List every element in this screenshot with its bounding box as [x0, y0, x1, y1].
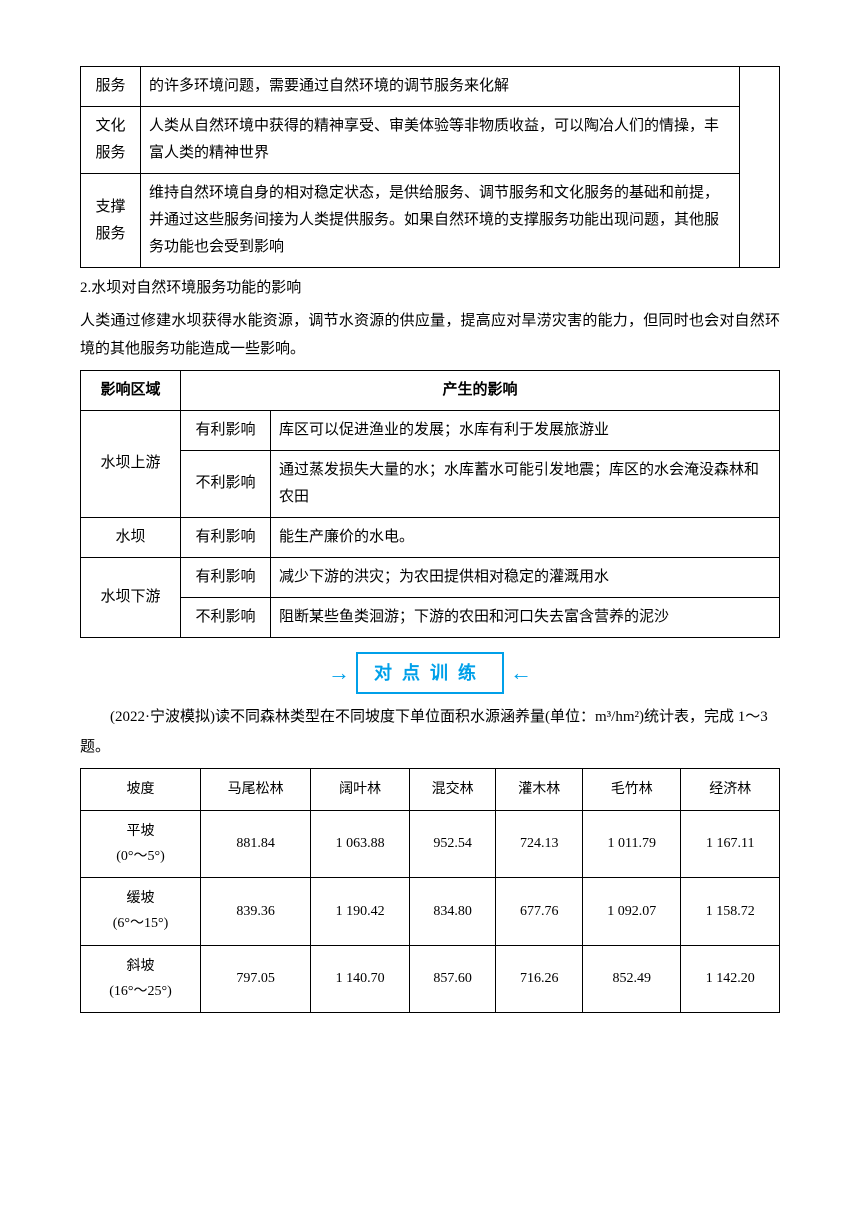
section-heading: 2.水坝对自然环境服务功能的影响	[80, 274, 780, 303]
slope-range: (16°～25°)	[109, 984, 172, 999]
row-text: 的许多环境问题，需要通过自然环境的调节服务来化解	[141, 67, 740, 107]
impact-text-cell: 减少下游的洪灾；为农田提供相对稳定的灌溉用水	[271, 557, 780, 597]
header-cell: 坡度	[81, 768, 201, 810]
region-cell: 水坝上游	[81, 410, 181, 517]
table-header-row: 坡度 马尾松林 阔叶林 混交林 灌木林 毛竹林 经济林	[81, 768, 780, 810]
slope-cell: 缓坡 (6°～15°)	[81, 878, 201, 945]
region-cell: 水坝	[81, 517, 181, 557]
table-row: 文化服务 人类从自然环境中获得的精神享受、审美体验等非物质收益，可以陶冶人们的情…	[81, 107, 780, 174]
impact-text-cell: 阻断某些鱼类洄游；下游的农田和河口失去富含营养的泥沙	[271, 597, 780, 637]
data-cell: 1 142.20	[681, 945, 780, 1012]
table-row: 缓坡 (6°～15°) 839.36 1 190.42 834.80 677.7…	[81, 878, 780, 945]
data-cell: 852.49	[583, 945, 681, 1012]
impact-text-cell: 库区可以促进渔业的发展；水库有利于发展旅游业	[271, 410, 780, 450]
table-row: 支撑服务 维持自然环境自身的相对稳定状态，是供给服务、调节服务和文化服务的基础和…	[81, 174, 780, 268]
table-row: 水坝上游 有利影响 库区可以促进渔业的发展；水库有利于发展旅游业	[81, 410, 780, 450]
arrow-right-icon: →	[328, 652, 350, 694]
table-header-row: 影响区域 产生的影响	[81, 370, 780, 410]
data-cell: 1 167.11	[681, 810, 780, 877]
banner-inner: → 对点训练 ←	[322, 652, 538, 694]
data-cell: 1 092.07	[583, 878, 681, 945]
slope-cell: 斜坡 (16°～25°)	[81, 945, 201, 1012]
data-cell: 881.84	[201, 810, 311, 877]
impact-type-cell: 有利影响	[181, 557, 271, 597]
data-cell: 952.54	[409, 810, 496, 877]
region-cell: 水坝下游	[81, 557, 181, 637]
data-cell: 1 063.88	[311, 810, 409, 877]
impact-text-cell: 能生产廉价的水电。	[271, 517, 780, 557]
slope-name: 缓坡	[127, 891, 155, 906]
table-row: 水坝下游 有利影响 减少下游的洪灾；为农田提供相对稳定的灌溉用水	[81, 557, 780, 597]
slope-cell: 平坡 (0°～5°)	[81, 810, 201, 877]
table-row: 不利影响 阻断某些鱼类洄游；下游的农田和河口失去富含营养的泥沙	[81, 597, 780, 637]
section-banner: → 对点训练 ←	[80, 652, 780, 694]
table-row: 服务 的许多环境问题，需要通过自然环境的调节服务来化解	[81, 67, 780, 107]
question-text: (2022·宁波模拟)读不同森林类型在不同坡度下单位面积水源涵养量(单位：m³/…	[80, 702, 780, 762]
data-cell: 716.26	[496, 945, 583, 1012]
data-cell: 797.05	[201, 945, 311, 1012]
section-paragraph: 人类通过修建水坝获得水能资源，调节水资源的供应量，提高应对旱涝灾害的能力，但同时…	[80, 307, 780, 364]
data-cell: 724.13	[496, 810, 583, 877]
impact-text-cell: 通过蒸发损失大量的水；水库蓄水可能引发地震；库区的水会淹没森林和农田	[271, 450, 780, 517]
header-cell: 影响区域	[81, 370, 181, 410]
impact-type-cell: 不利影响	[181, 597, 271, 637]
header-cell: 灌木林	[496, 768, 583, 810]
data-cell: 677.76	[496, 878, 583, 945]
slope-range: (0°～5°)	[116, 849, 165, 864]
row-label: 文化服务	[81, 107, 141, 174]
banner-text: 对点训练	[356, 652, 504, 694]
impact-type-cell: 有利影响	[181, 517, 271, 557]
table-row: 平坡 (0°～5°) 881.84 1 063.88 952.54 724.13…	[81, 810, 780, 877]
slope-name: 斜坡	[127, 959, 155, 974]
data-cell: 1 011.79	[583, 810, 681, 877]
row-text: 维持自然环境自身的相对稳定状态，是供给服务、调节服务和文化服务的基础和前提，并通…	[141, 174, 740, 268]
table-row: 斜坡 (16°～25°) 797.05 1 140.70 857.60 716.…	[81, 945, 780, 1012]
row-label: 支撑服务	[81, 174, 141, 268]
impact-type-cell: 不利影响	[181, 450, 271, 517]
data-cell: 1 158.72	[681, 878, 780, 945]
data-cell: 1 190.42	[311, 878, 409, 945]
header-cell: 产生的影响	[181, 370, 780, 410]
arrow-left-icon: ←	[510, 652, 532, 694]
slope-name: 平坡	[127, 824, 155, 839]
impact-type-cell: 有利影响	[181, 410, 271, 450]
data-cell: 857.60	[409, 945, 496, 1012]
table-row: 不利影响 通过蒸发损失大量的水；水库蓄水可能引发地震；库区的水会淹没森林和农田	[81, 450, 780, 517]
row-text: 人类从自然环境中获得的精神享受、审美体验等非物质收益，可以陶冶人们的情操，丰富人…	[141, 107, 740, 174]
header-cell: 马尾松林	[201, 768, 311, 810]
services-table: 服务 的许多环境问题，需要通过自然环境的调节服务来化解 文化服务 人类从自然环境…	[80, 66, 780, 268]
table-row: 水坝 有利影响 能生产廉价的水电。	[81, 517, 780, 557]
data-cell: 834.80	[409, 878, 496, 945]
header-cell: 阔叶林	[311, 768, 409, 810]
row-label: 服务	[81, 67, 141, 107]
header-cell: 经济林	[681, 768, 780, 810]
empty-cell	[740, 67, 780, 268]
header-cell: 毛竹林	[583, 768, 681, 810]
slope-range: (6°～15°)	[113, 916, 169, 931]
dam-impact-table: 影响区域 产生的影响 水坝上游 有利影响 库区可以促进渔业的发展；水库有利于发展…	[80, 370, 780, 638]
header-cell: 混交林	[409, 768, 496, 810]
data-cell: 839.36	[201, 878, 311, 945]
forest-data-table: 坡度 马尾松林 阔叶林 混交林 灌木林 毛竹林 经济林 平坡 (0°～5°) 8…	[80, 768, 780, 1013]
data-cell: 1 140.70	[311, 945, 409, 1012]
